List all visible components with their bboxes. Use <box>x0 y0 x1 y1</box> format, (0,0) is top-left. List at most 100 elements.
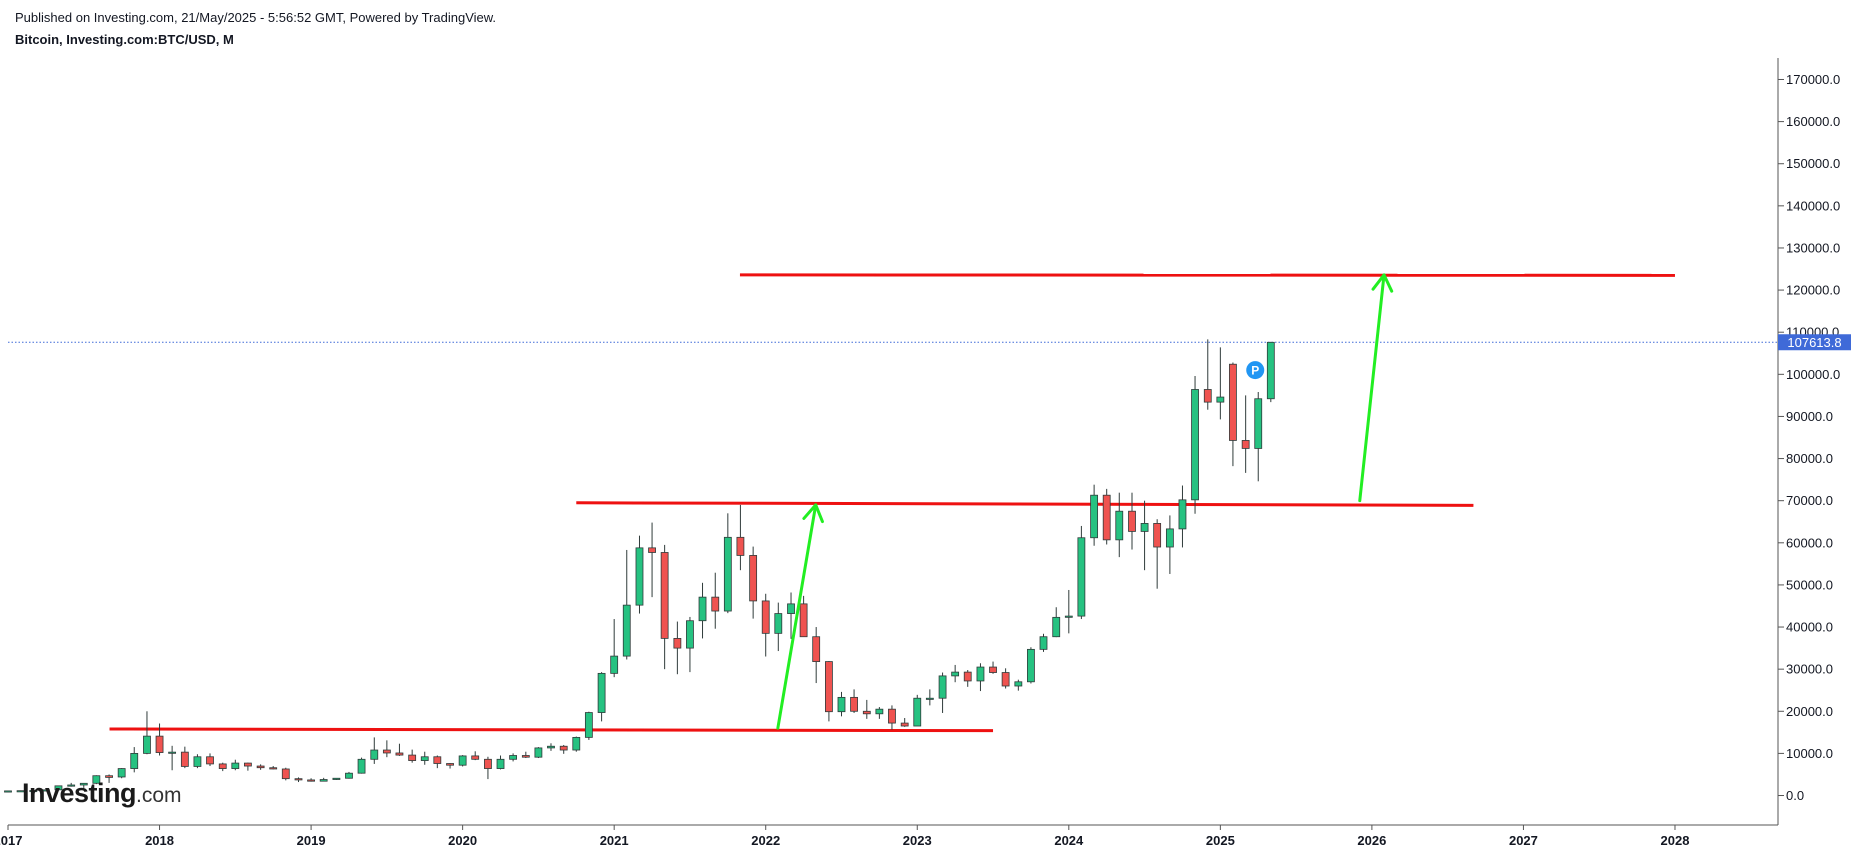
candle-body <box>193 756 202 767</box>
candle-body <box>4 790 12 793</box>
candle-up <box>1165 515 1174 574</box>
candle-up <box>622 549 631 660</box>
candle-up <box>4 790 12 793</box>
candle-down <box>471 751 480 761</box>
trend-arrow-head <box>802 503 824 524</box>
candle-body <box>1027 648 1035 683</box>
price-tick-label: 80000.0 <box>1786 451 1833 466</box>
candle-body <box>989 666 997 673</box>
candle-body <box>433 756 442 764</box>
candle-body <box>484 758 492 769</box>
candle-body <box>446 763 454 766</box>
candle-body <box>723 536 732 612</box>
candle-down <box>862 699 871 719</box>
candle-up <box>332 777 341 780</box>
symbol-title: Bitcoin, Investing.com:BTC/USD, M <box>15 32 234 47</box>
candle-down <box>105 774 113 783</box>
candle-up <box>686 616 694 673</box>
candle-body <box>1039 636 1048 650</box>
candle-body <box>900 722 909 727</box>
candle-up <box>496 755 505 770</box>
time-tick-label: 2026 <box>1357 833 1386 848</box>
price-tick-label: 140000.0 <box>1786 198 1840 213</box>
candle-body <box>231 762 240 769</box>
candle-body <box>925 697 934 700</box>
candle-body <box>1241 440 1250 449</box>
candle-up <box>572 736 581 752</box>
candle-up <box>1178 485 1187 548</box>
candle-body <box>547 745 555 749</box>
candle-down <box>433 755 442 769</box>
trend-arrow-head <box>1371 273 1394 293</box>
trend-arrow-shaft <box>1358 273 1386 503</box>
last-price-label: 107613.8 <box>1787 335 1841 350</box>
candle-body <box>206 756 214 765</box>
price-tick-label: 170000.0 <box>1786 72 1840 87</box>
candle-body <box>799 603 808 638</box>
price-tick-label: 10000.0 <box>1786 746 1833 761</box>
candle-body <box>698 596 707 622</box>
level-line <box>109 727 994 733</box>
candle-body <box>711 596 720 612</box>
candle-up <box>925 689 934 706</box>
time-tick-label: 2025 <box>1206 833 1235 848</box>
candle-up <box>938 672 947 713</box>
candle-body <box>1216 396 1225 403</box>
candle-body <box>1077 537 1086 617</box>
candle-down <box>307 778 315 782</box>
candle-up <box>584 711 593 740</box>
candle-body <box>180 751 189 767</box>
candle-up <box>509 753 517 762</box>
candle-body <box>749 555 758 602</box>
candle-down <box>521 751 530 759</box>
candle-body <box>1229 363 1237 441</box>
candle-up <box>370 737 379 764</box>
price-tick-label: 60000.0 <box>1786 535 1833 550</box>
time-tick-label: 2020 <box>448 833 477 848</box>
candle-up <box>117 768 126 779</box>
candle-down <box>660 544 669 670</box>
candle-up <box>698 582 707 639</box>
candle-down <box>673 621 682 675</box>
time-tick-label: 2022 <box>751 833 780 848</box>
candle-body <box>951 671 960 677</box>
candle-body <box>1090 494 1099 539</box>
candle-up <box>1090 484 1099 546</box>
candle-body <box>862 710 871 715</box>
axes-layer: 170000.0 160000.0 150000.0 140000.0 130000.0… <box>0 58 1840 848</box>
price-tick-label: 30000.0 <box>1786 662 1833 677</box>
candle-down <box>559 744 568 754</box>
candle-body <box>610 655 619 674</box>
candle-up <box>913 694 922 727</box>
candle-up <box>193 754 202 769</box>
candle-body <box>1052 616 1061 638</box>
candle-up <box>1077 525 1086 620</box>
candle-up <box>458 755 467 767</box>
time-tick-label: 2018 <box>145 833 174 848</box>
candle-body <box>155 735 164 753</box>
candle-up <box>1266 341 1275 403</box>
candle-up <box>774 602 783 652</box>
candle-up <box>29 790 38 793</box>
candle-up <box>79 782 88 788</box>
candle-body <box>963 671 972 682</box>
candle-body <box>1128 510 1136 532</box>
candle-body <box>1191 389 1199 501</box>
candle-body <box>913 697 922 727</box>
candle-body <box>218 763 227 769</box>
candle-down <box>294 777 303 783</box>
candle-down <box>206 753 214 767</box>
candle-body <box>736 536 745 556</box>
candle-body <box>812 636 821 662</box>
time-tick-label: 2021 <box>600 833 629 848</box>
candle-up <box>1115 492 1124 558</box>
candle-body <box>648 547 656 553</box>
candle-down <box>736 504 745 571</box>
candle-down <box>446 763 454 769</box>
candle-body <box>269 767 278 770</box>
candle-body <box>243 762 252 767</box>
candle-down <box>1102 488 1111 545</box>
candle-down <box>1229 362 1237 467</box>
candle-down <box>1128 492 1136 550</box>
